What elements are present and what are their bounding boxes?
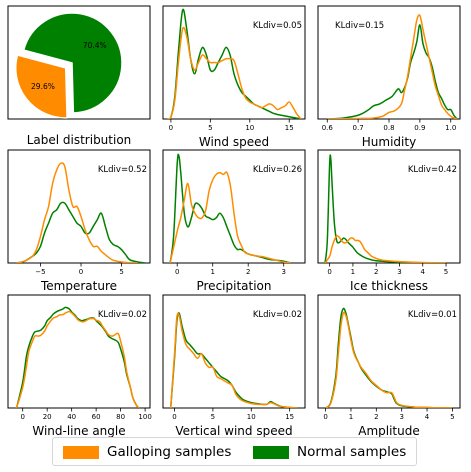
series-line-galloping — [15, 310, 140, 408]
panel-title: Ice thickness — [350, 279, 428, 293]
x-tick-label: 0 — [323, 413, 327, 421]
x-tick-label: 5 — [211, 413, 215, 421]
x-tick-label: 0.6 — [322, 124, 334, 132]
kl-annotation: KLdiv=0.26 — [253, 165, 302, 175]
pie-value-label: 70.4% — [83, 41, 107, 50]
panel-title: Temperature — [40, 279, 117, 293]
kl-annotation: KLdiv=0.02 — [253, 310, 302, 320]
legend: Galloping samples Normal samples — [52, 437, 417, 466]
x-tick-label: 4 — [421, 268, 426, 276]
pie-value-label: 29.6% — [31, 82, 55, 91]
series-line-normal — [169, 312, 298, 408]
x-tick-label: 5 — [208, 124, 212, 132]
x-tick-label: 0.9 — [414, 124, 425, 132]
legend-swatch-normal — [253, 445, 289, 459]
pie-slice-galloping — [14, 54, 68, 119]
x-tick-label: 0 — [327, 268, 331, 276]
x-tick-label: 0.7 — [353, 124, 364, 132]
series-line-normal — [15, 306, 140, 408]
x-tick-label: 0 — [169, 124, 173, 132]
panel-6: Ice thickness 0 1 2 3 4 5 KLdiv=0.42 — [317, 149, 461, 293]
x-tick-label: 100 — [138, 413, 151, 421]
legend-label-galloping: Galloping samples — [107, 444, 232, 460]
plot-frame — [317, 294, 461, 409]
x-tick-label: 3 — [399, 413, 403, 421]
x-tick-label: 2 — [246, 268, 250, 276]
series-line-galloping — [169, 312, 298, 408]
x-tick-label: 5 — [119, 268, 123, 276]
x-tick-label: 5 — [444, 268, 448, 276]
panel-title: Humidity — [362, 135, 416, 149]
panel-2: Wind speed 0 5 10 15 KLdiv=0.05 — [162, 5, 306, 149]
legend-item-normal: Normal samples — [253, 444, 406, 460]
panel-title: Label distribution — [27, 133, 132, 147]
series-line-normal — [15, 201, 147, 263]
legend-item-galloping: Galloping samples — [63, 444, 231, 460]
panel-7: Wind-line angle 0 20 40 60 80 100 KLdiv=0.02 — [7, 294, 152, 438]
series-line-galloping — [325, 311, 453, 408]
kl-annotation: KLdiv=0.42 — [408, 165, 457, 175]
panel-title: Amplitude — [358, 424, 420, 438]
legend-label-normal: Normal samples — [297, 444, 407, 460]
x-tick-label: 1 — [351, 268, 355, 276]
panel-5: Precipitation 0 1 2 3 KLdiv=0.26 — [162, 149, 306, 293]
series-line-galloping — [324, 234, 447, 263]
panel-4: Temperature −5 0 5 KLdiv=0.52 — [7, 149, 151, 293]
x-tick-label: 5 — [450, 413, 454, 421]
x-tick-label: 0 — [79, 268, 83, 276]
plot-frame — [7, 294, 151, 409]
x-tick-label: 1.0 — [445, 124, 456, 132]
x-tick-label: 2 — [374, 268, 378, 276]
plot-frame — [162, 294, 306, 409]
legend-swatch-galloping — [63, 445, 99, 459]
kl-annotation: KLdiv=0.52 — [98, 165, 147, 175]
x-tick-label: 10 — [245, 124, 254, 132]
x-tick-label: 3 — [281, 268, 285, 276]
plot-frame — [317, 149, 461, 264]
x-tick-label: 15 — [285, 413, 294, 421]
x-tick-label: 4 — [425, 413, 430, 421]
x-tick-label: 0.8 — [383, 124, 394, 132]
x-tick-label: 10 — [247, 413, 256, 421]
kl-annotation: KLdiv=0.05 — [253, 21, 302, 31]
panel-9: Amplitude 0 1 2 3 4 5 KLdiv=0.01 — [317, 294, 461, 438]
panel-title: Vertical wind speed — [175, 424, 292, 438]
series-line-galloping — [169, 171, 291, 263]
x-tick-label: 40 — [67, 413, 76, 421]
pie-frame — [7, 5, 151, 120]
x-tick-label: 15 — [285, 124, 294, 132]
kl-annotation: KLdiv=0.02 — [98, 310, 147, 320]
x-tick-label: −5 — [35, 268, 45, 276]
x-tick-label: 0 — [172, 413, 176, 421]
x-tick-label: 0 — [175, 268, 179, 276]
x-tick-label: 3 — [397, 268, 401, 276]
x-tick-label: 0 — [20, 413, 24, 421]
x-tick-label: 20 — [43, 413, 52, 421]
panel-3: Humidity 0.6 0.7 0.8 0.9 1.0 KLdiv=0.15 — [317, 5, 461, 149]
kl-annotation: KLdiv=0.01 — [408, 310, 457, 320]
x-tick-label: 2 — [374, 413, 378, 421]
series-line-normal — [327, 24, 458, 119]
plot-frame — [162, 149, 306, 264]
series-line-galloping — [166, 26, 302, 119]
series-line-galloping — [15, 162, 138, 263]
plot-frame — [162, 5, 306, 120]
panel-title: Wind-line angle — [32, 424, 125, 438]
panel-title: Precipitation — [196, 279, 271, 293]
panel-1: Label distribution 70.4% 29.6% — [7, 5, 151, 147]
x-tick-label: 80 — [116, 413, 125, 421]
x-tick-label: 1 — [349, 413, 353, 421]
series-line-galloping — [327, 14, 458, 119]
panel-8: Vertical wind speed 0 5 10 15 KLdiv=0.02 — [162, 294, 306, 438]
x-tick-label: 60 — [92, 413, 101, 421]
pie-slice-normal — [22, 12, 123, 114]
kl-annotation: KLdiv=0.15 — [335, 21, 384, 31]
x-tick-label: 1 — [210, 268, 214, 276]
plot-frame — [7, 149, 151, 264]
panel-title: Wind speed — [199, 135, 269, 149]
